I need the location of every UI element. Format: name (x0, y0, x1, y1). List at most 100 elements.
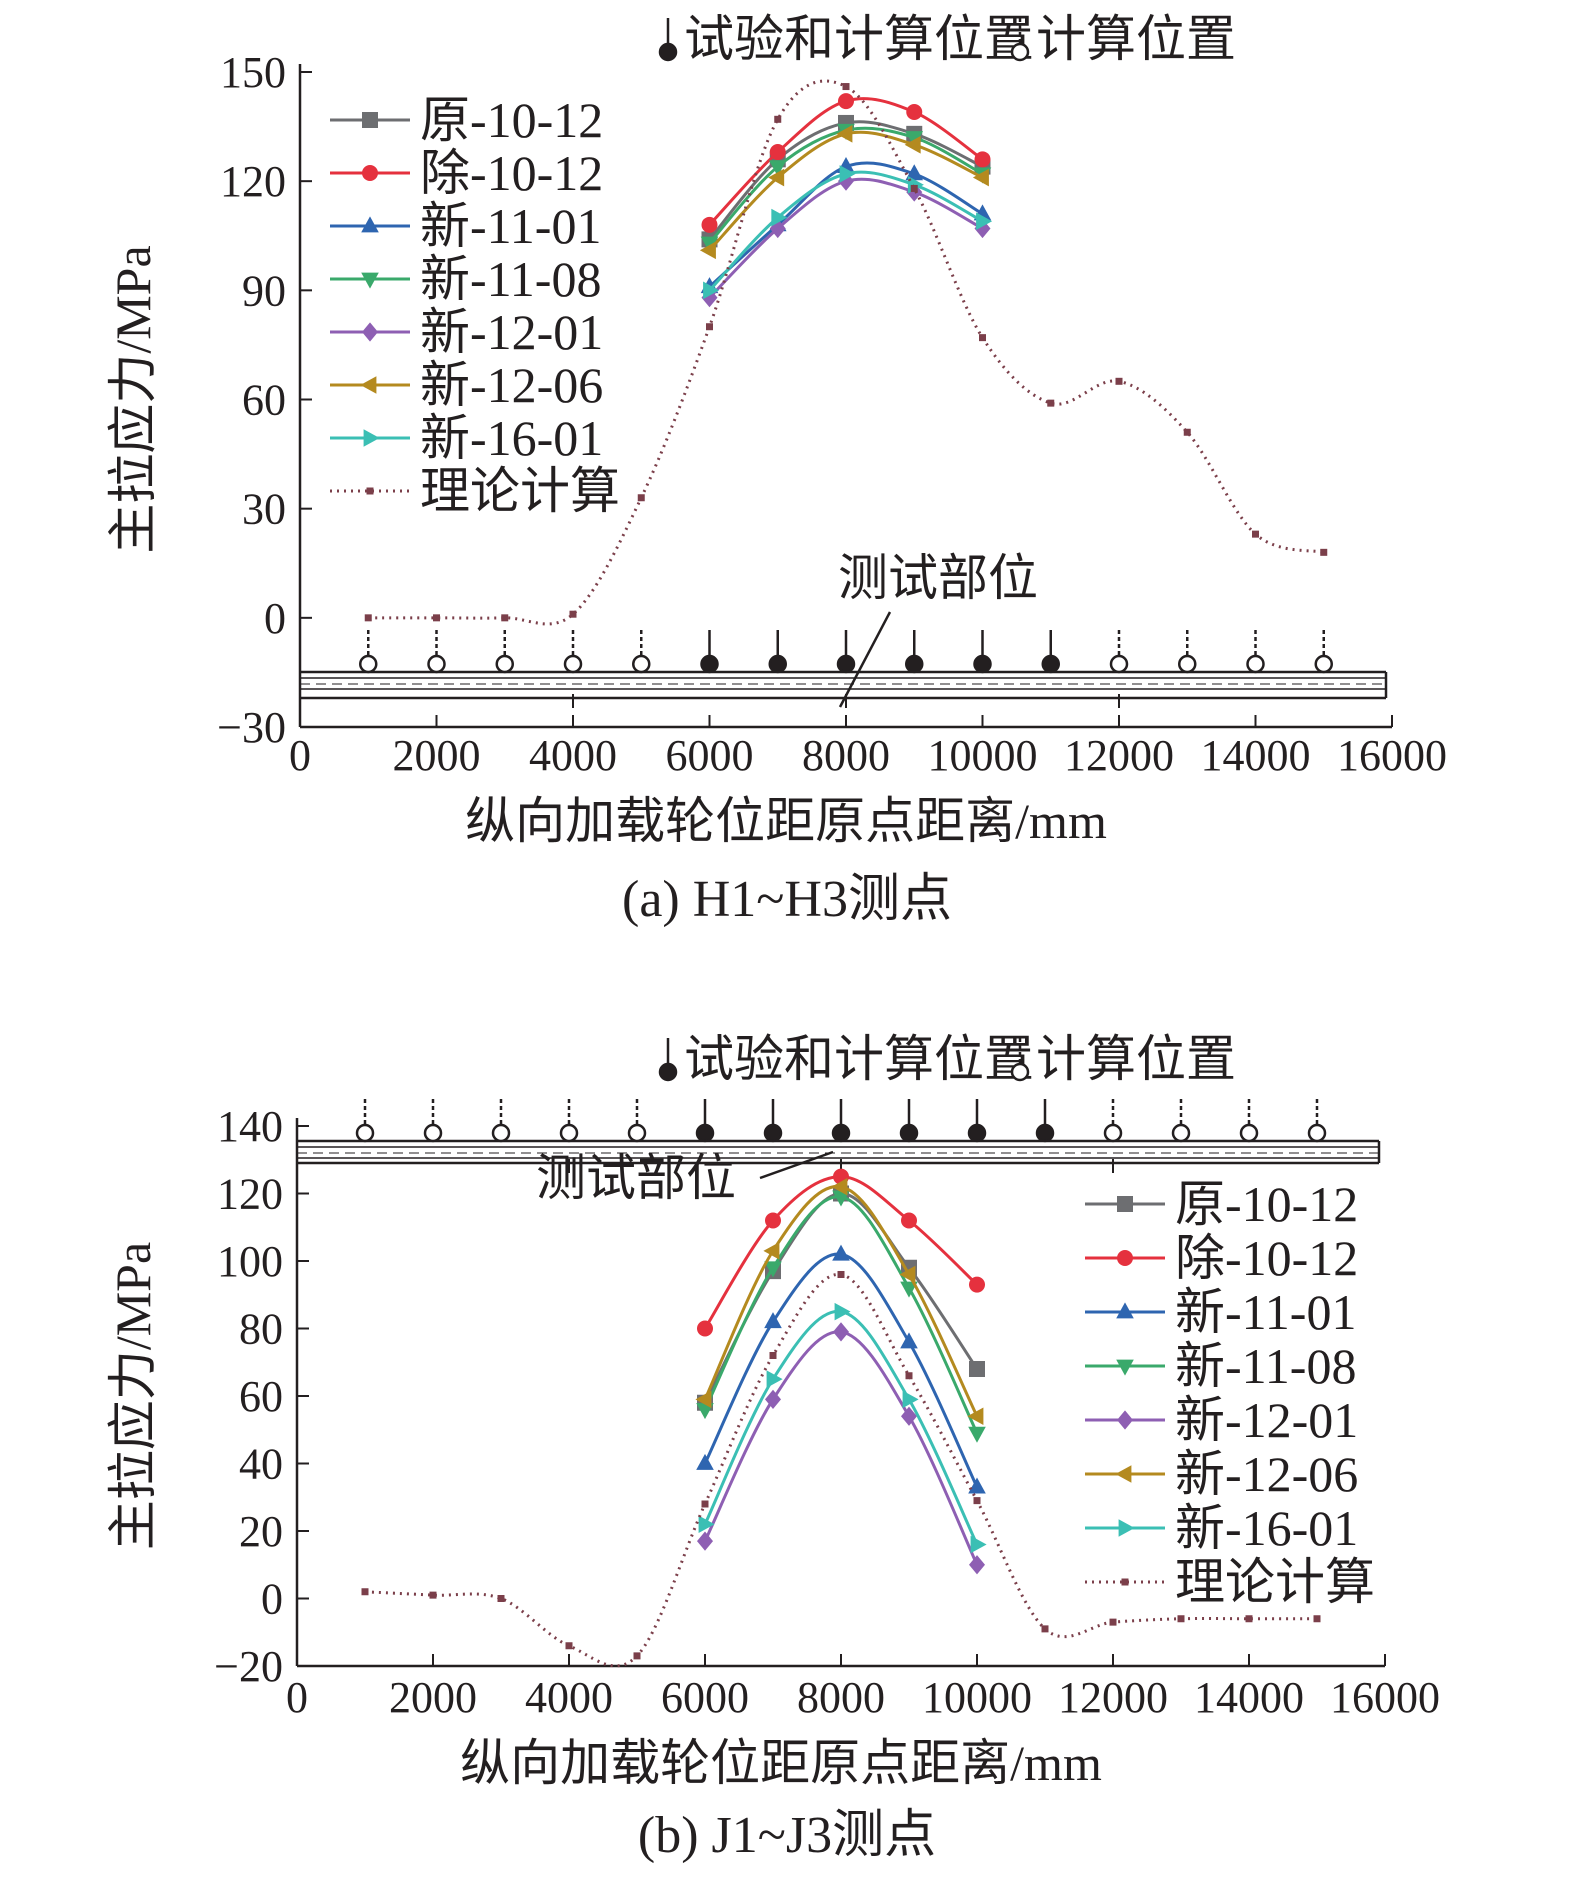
y-tick-label: 140 (217, 1102, 283, 1151)
position-markers (359, 630, 1333, 674)
data-point (497, 1595, 505, 1602)
data-point (905, 164, 924, 181)
series-1 (697, 1185, 985, 1411)
data-point (1109, 1618, 1117, 1626)
test-calc-position-marker-head (973, 654, 992, 674)
legend-item: 新-11-08 (330, 251, 601, 307)
calc-position-marker-head (563, 654, 583, 674)
series-8 (364, 79, 1328, 626)
legend-label: 原-10-12 (420, 92, 603, 148)
x-tick-label: 16000 (1330, 1673, 1440, 1722)
x-tick-label: 16000 (1337, 731, 1447, 780)
legend-label: 新-16-01 (1175, 1500, 1358, 1556)
data-point (768, 160, 787, 177)
legend-item: 新-11-01 (1085, 1284, 1356, 1340)
calc-position-marker-head (627, 1123, 647, 1143)
legend-item: 新-12-01 (1085, 1392, 1358, 1448)
legend-swatch-marker (360, 376, 377, 394)
x-axis-label: 纵向加载轮位距原点距离/mm (460, 1735, 1102, 1791)
y-tick-label: −20 (214, 1642, 283, 1691)
test-calc-position-icon-head (658, 42, 678, 62)
test-location-label: 测试部位 (536, 1150, 736, 1206)
data-point (765, 1389, 781, 1409)
x-axis-label: 纵向加载轮位距原点距离/mm (465, 793, 1107, 849)
data-point (970, 1535, 987, 1554)
x-tick-label: 12000 (1058, 1673, 1168, 1722)
legend-swatch-marker (1117, 1410, 1133, 1430)
data-point (706, 323, 713, 331)
chart-caption: (a) H1~H3测点 (622, 871, 952, 928)
series-3 (696, 1244, 986, 1494)
data-point (974, 151, 991, 168)
data-point (836, 125, 853, 143)
legend-swatch-marker (1117, 1250, 1133, 1266)
y-tick-label: 0 (261, 1575, 283, 1624)
data-point (831, 1177, 848, 1196)
data-point (501, 614, 509, 622)
legend-swatch-marker (1117, 1196, 1133, 1212)
legend-label: 新-12-01 (420, 304, 603, 360)
calc-position-marker-head (1314, 654, 1333, 674)
data-point (899, 1265, 916, 1284)
y-tick-label: 0 (264, 594, 286, 643)
calc-position-marker-head (1178, 654, 1197, 674)
data-point (1320, 548, 1328, 556)
legend-swatch-marker (1115, 1465, 1132, 1483)
legend-label: 新-12-01 (1175, 1392, 1358, 1448)
calc-position-marker-head (1109, 654, 1129, 674)
data-point (837, 1271, 845, 1278)
x-tick-label: 0 (286, 1673, 308, 1722)
legend: 原-10-12除-10-12新-11-01新-11-08新-12-01新-12-… (330, 92, 620, 519)
y-tick-label: 120 (220, 157, 286, 206)
test-calc-position-label: 试验和计算位置 (684, 1031, 1034, 1087)
data-point (701, 1500, 709, 1508)
series-6 (699, 125, 989, 260)
beam-structure (297, 1139, 1381, 1173)
data-point (1047, 399, 1055, 407)
legend-label: 除-10-12 (420, 145, 603, 201)
legend-item: 新-16-01 (1085, 1500, 1358, 1556)
test-calc-position-marker-head (700, 654, 719, 674)
legend-label: 新-12-06 (1175, 1446, 1358, 1502)
test-calc-position-icon-head (658, 1062, 678, 1082)
calc-position-icon-head (1010, 1062, 1030, 1082)
data-point (697, 1531, 713, 1551)
data-point (832, 1244, 850, 1261)
data-point (839, 165, 856, 183)
data-point (968, 1477, 986, 1494)
legend-label: 理论计算 (420, 463, 620, 519)
data-point (698, 1515, 715, 1534)
y-tick-label: 60 (239, 1372, 283, 1421)
calc-position-marker-head (423, 1123, 443, 1143)
data-point (1115, 377, 1123, 385)
series-2 (701, 93, 991, 233)
data-point (696, 1453, 714, 1470)
legend-item: 理论计算 (1085, 1554, 1375, 1610)
legend-label: 新-16-01 (420, 410, 603, 466)
legend-swatch-marker (361, 272, 379, 289)
y-tick-label: 150 (220, 48, 286, 97)
test-calc-position-label: 试验和计算位置 (684, 11, 1034, 67)
data-point (902, 1390, 919, 1409)
legend-item: 除-10-12 (1085, 1230, 1358, 1286)
legend-label: 原-10-12 (1175, 1176, 1358, 1232)
data-point (1041, 1625, 1049, 1633)
test-calc-position-marker-head (763, 1123, 783, 1143)
calc-position-marker-head (1103, 1123, 1123, 1143)
calc-position-marker-head (427, 654, 446, 674)
data-point (700, 236, 719, 253)
calc-position-marker-head (1246, 654, 1265, 674)
x-tick-label: 2000 (393, 731, 481, 780)
data-point (765, 1212, 781, 1229)
series-4 (696, 1190, 986, 1443)
data-point (910, 184, 918, 192)
legend-label: 新-11-08 (420, 251, 601, 307)
y-tick-label: 20 (239, 1507, 283, 1556)
legend-label: 理论计算 (1175, 1554, 1375, 1610)
y-tick-label: 60 (242, 376, 286, 425)
y-tick-label: −30 (217, 703, 286, 752)
data-point (900, 1281, 918, 1298)
